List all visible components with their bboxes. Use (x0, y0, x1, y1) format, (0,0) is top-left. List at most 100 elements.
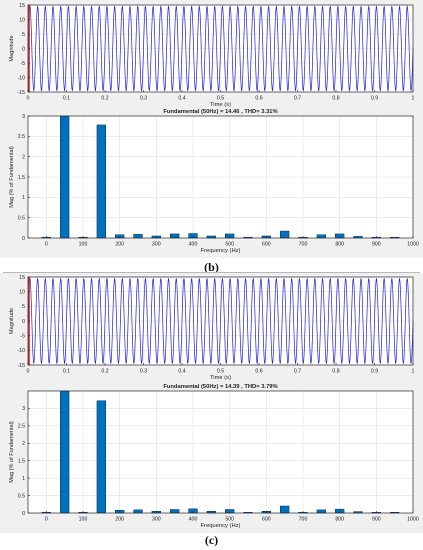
x-tick-label: 400 (189, 242, 198, 248)
x-tick-label: 0.4 (178, 369, 185, 375)
x-tick-label: 0.1 (63, 369, 70, 375)
y-tick-label: 1 (22, 195, 25, 201)
harmonic-bar (280, 230, 290, 239)
x-tick-label: 700 (299, 517, 308, 523)
x-tick-label: 200 (115, 517, 124, 523)
y-tick-label: 2.5 (18, 424, 25, 430)
harmonic-bar (170, 509, 180, 514)
y-tick-label: -10 (18, 75, 26, 81)
x-tick-label: 0.1 (63, 96, 70, 102)
x-axis-label: Frequency (Hz) (201, 248, 241, 254)
y-tick-label: 10 (19, 289, 25, 295)
fft-spectrum-plot-b: 0 100 200 300 400 500 600 700 800 900 1000 0 0.5 1 1.5… (0, 108, 423, 258)
x-tick-label: 800 (335, 242, 344, 248)
x-tick-label: 800 (335, 517, 344, 523)
harmonic-bar (316, 509, 326, 514)
harmonic-bar (280, 505, 290, 514)
y-tick-label: 10 (19, 17, 25, 23)
x-tick-label: 0.7 (294, 96, 301, 102)
x-tick-label: 600 (262, 242, 271, 248)
x-tick-label: 0.5 (217, 96, 224, 102)
x-tick-label: 500 (225, 242, 234, 248)
fft-spectrum-plot-c: 0 100 200 300 400 500 600 700 800 900 1000 0 0.5 1 1.5… (0, 383, 423, 533)
x-tick-label: 500 (225, 517, 234, 523)
panel-divider (3, 272, 420, 273)
harmonic-bar (133, 509, 143, 514)
x-tick-label: 100 (79, 517, 88, 523)
x-tick-label: 200 (115, 242, 124, 248)
axes-frame (27, 390, 414, 514)
signal-line (27, 5, 414, 92)
x-tick-label: 0.3 (140, 96, 147, 102)
y-tick-label: 1.5 (18, 459, 25, 465)
x-tick-label: 0.6 (255, 96, 262, 102)
y-tick-label: -5 (20, 61, 25, 67)
x-tick-label: 1 (412, 369, 415, 375)
y-tick-label: 2 (22, 154, 25, 160)
caption-c: (c) (204, 533, 219, 547)
x-tick-label: 0.7 (294, 369, 301, 375)
x-tick-label: 0.2 (101, 96, 108, 102)
y-tick-label: 5 (22, 32, 25, 38)
x-tick-label: 0.2 (101, 369, 108, 375)
x-tick-label: 0.5 (217, 369, 224, 375)
harmonic-bar (96, 124, 106, 239)
x-tick-label: 0.8 (332, 96, 339, 102)
x-tick-label: 0 (45, 517, 48, 523)
x-tick-label: 1000 (407, 517, 419, 523)
x-tick-label: 100 (79, 242, 88, 248)
y-tick-label: 0.5 (18, 215, 25, 221)
y-axis-label: Magnitude (9, 308, 15, 334)
x-tick-label: 0.4 (178, 96, 185, 102)
chart-title: Fundamental (50Hz) = 14.39 , THD= 3.79% (163, 384, 277, 390)
y-axis-label: Mag (% of Fundamental) (9, 421, 15, 483)
x-tick-label: 300 (152, 517, 161, 523)
y-tick-label: -5 (20, 333, 25, 339)
x-axis-label: Time (s) (210, 375, 231, 381)
y-tick-label: -10 (18, 348, 26, 354)
y-tick-label: 0 (22, 511, 25, 517)
harmonic-bar (170, 233, 180, 239)
signal-line (27, 277, 414, 365)
harmonic-bar (60, 115, 70, 239)
y-tick-label: 2.5 (18, 134, 25, 140)
x-tick-label: 0.8 (332, 369, 339, 375)
harmonic-bar (133, 234, 143, 239)
harmonic-bar (96, 400, 106, 514)
x-tick-label: 1000 (407, 242, 419, 248)
x-tick-label: 0.6 (255, 369, 262, 375)
y-tick-label: 3 (22, 406, 25, 412)
x-tick-label: 900 (372, 517, 381, 523)
harmonic-bar (316, 234, 326, 239)
x-tick-label: 700 (299, 242, 308, 248)
caption-b: (b) (204, 260, 219, 274)
x-axis-label: Time (s) (210, 102, 231, 108)
plot-area (28, 391, 413, 513)
x-axis-label: Frequency (Hz) (201, 523, 241, 529)
x-tick-label: 0.9 (371, 96, 378, 102)
chart-title: Fundamental (50Hz) = 14.46 , THD= 3.31% (163, 109, 277, 115)
x-tick-label: 0 (45, 242, 48, 248)
x-tick-label: 0 (27, 96, 30, 102)
x-tick-label: 400 (189, 517, 198, 523)
y-axis-label: Magnitude (9, 35, 15, 61)
x-tick-label: 300 (152, 242, 161, 248)
y-tick-label: -15 (18, 363, 26, 369)
harmonic-bar (60, 390, 70, 514)
x-tick-label: 900 (372, 242, 381, 248)
y-tick-label: -15 (18, 90, 26, 96)
y-tick-label: 1 (22, 476, 25, 482)
y-tick-label: 15 (19, 275, 25, 281)
y-tick-label: 0 (22, 319, 25, 325)
y-tick-label: 0 (22, 236, 25, 242)
time-domain-plot-b: 0 0.1 0.2 0.3 0.4 0.5 0.6 0.7 0.8 0.9 1 -15 -10 -5 0 5 1… (0, 0, 423, 108)
y-tick-label: 1.5 (18, 175, 25, 181)
y-tick-label: 2 (22, 441, 25, 447)
y-tick-label: 0.5 (18, 493, 25, 499)
y-tick-label: 3 (22, 114, 25, 120)
x-tick-label: 1 (412, 96, 415, 102)
time-domain-plot-c: 0 0.1 0.2 0.3 0.4 0.5 0.6 0.7 0.8 0.9 1 -15 -10 -5 0 5 1… (0, 273, 423, 383)
y-tick-label: 15 (19, 3, 25, 9)
x-tick-label: 0.9 (371, 369, 378, 375)
